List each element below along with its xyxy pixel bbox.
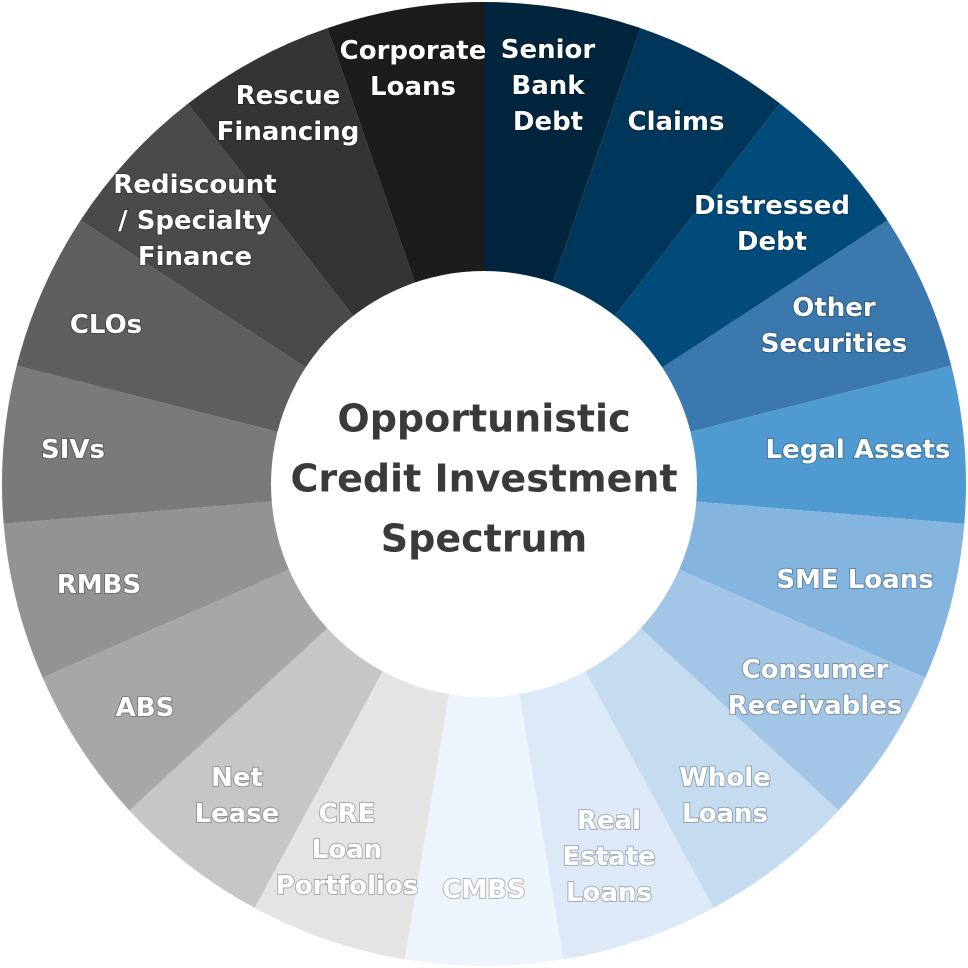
center-title-line-3: Spectrum [381, 517, 587, 561]
segment-cmbs [404, 692, 564, 967]
segment-label-line: Financing [217, 117, 360, 147]
wheel-labels: Senior Bank Debt Claims Distressed Debt Other S… [40, 34, 951, 909]
segment-abs [42, 568, 329, 811]
segment-label-line: Finance [138, 242, 252, 272]
segment-whole-loans [584, 626, 839, 908]
segment-label: Rediscount / Specialty Finance [113, 170, 276, 272]
segment-distressed-debt [613, 103, 888, 369]
segment-rescue-financing [187, 28, 416, 318]
segment-label-line: Bank [511, 71, 585, 101]
segment-sivs [2, 365, 280, 524]
segment-label-line: Debt [513, 107, 583, 137]
segment-label-line: Loan [312, 835, 382, 865]
segment-label-line: CRE [319, 799, 376, 829]
segment-label: Net Lease [195, 763, 280, 829]
segment-label: RMBS [57, 570, 141, 600]
segment-label-line: Distressed [694, 191, 850, 221]
center-circle [271, 271, 697, 697]
segment-label-line: Debt [737, 227, 807, 257]
segment-label: Senior Bank Debt [501, 35, 596, 137]
segment-label-line: Loans [682, 799, 768, 829]
segment-label-line: Securities [761, 329, 907, 359]
segment-label: SME Loans [776, 565, 933, 595]
segment-label-line: ABS [116, 693, 175, 723]
segment-label: Rescue Financing [217, 81, 360, 147]
segment-label-line: Whole [679, 763, 771, 793]
segment-label: SIVs [41, 435, 105, 465]
segment-label-line: Senior [501, 35, 596, 65]
segment-label-line: / Specialty [118, 206, 272, 236]
segment-real-estate-loans [518, 669, 714, 960]
segment-label-line: CMBS [442, 875, 526, 905]
segment-claims [552, 28, 781, 318]
center-title-line-1: Opportunistic [337, 397, 630, 441]
segment-label: Corporate Loans [340, 36, 487, 102]
segment-label-line: SME Loans [776, 565, 933, 595]
segment-label-line: Corporate [340, 36, 487, 66]
segment-label: Legal Assets [766, 435, 951, 465]
segment-label-line: CLOs [70, 310, 142, 340]
segment-senior-bank-debt [484, 2, 641, 285]
segment-label: Claims [627, 107, 724, 137]
segment-rmbs [3, 501, 291, 678]
segment-label: CRE Loan Portfolios [276, 799, 419, 901]
segment-label-line: Legal Assets [766, 435, 951, 465]
segment-label: Whole Loans [679, 763, 771, 829]
segment-sme-loans [677, 501, 965, 678]
segment-label-line: Net [211, 763, 263, 793]
segment-label-line: RMBS [57, 570, 141, 600]
segment-label-line: Estate [562, 842, 655, 872]
segment-label-line: Portfolios [276, 871, 419, 901]
segment-label-line: Claims [627, 107, 724, 137]
segment-label: Distressed Debt [694, 191, 850, 257]
segment-label-line: Consumer [742, 655, 889, 685]
segment-consumer-receivables [639, 568, 926, 811]
segment-label-line: SIVs [41, 435, 105, 465]
segment-label: Real Estate Loans [562, 806, 655, 908]
segment-clos [16, 220, 308, 433]
segment-label-line: Lease [195, 799, 280, 829]
segment-label-line: Other [792, 293, 876, 323]
segment-label-line: Loans [566, 878, 652, 908]
segment-label: ABS [116, 693, 175, 723]
segment-other-securities [660, 220, 952, 433]
segment-label: CLOs [70, 310, 142, 340]
segment-label: Consumer Receivables [728, 655, 903, 721]
segment-label-line: Real [577, 806, 641, 836]
segment-rediscount-specialty-finance [80, 103, 355, 369]
segment-net-lease [129, 626, 384, 908]
segment-label-line: Rescue [236, 81, 341, 111]
segment-label-line: Rediscount [113, 170, 276, 200]
segment-corporate-loans [327, 2, 484, 285]
segment-label: Other Securities [761, 293, 907, 359]
segment-cre-loan-portfolios [254, 669, 450, 960]
center-title: Opportunistic Credit Investment Spectrum [290, 397, 677, 561]
segment-label: CMBS [442, 875, 526, 905]
segment-label-line: Receivables [728, 691, 903, 721]
segment-legal-assets [688, 365, 966, 524]
center-title-line-2: Credit Investment [290, 457, 677, 501]
segment-label-line: Loans [370, 72, 456, 102]
